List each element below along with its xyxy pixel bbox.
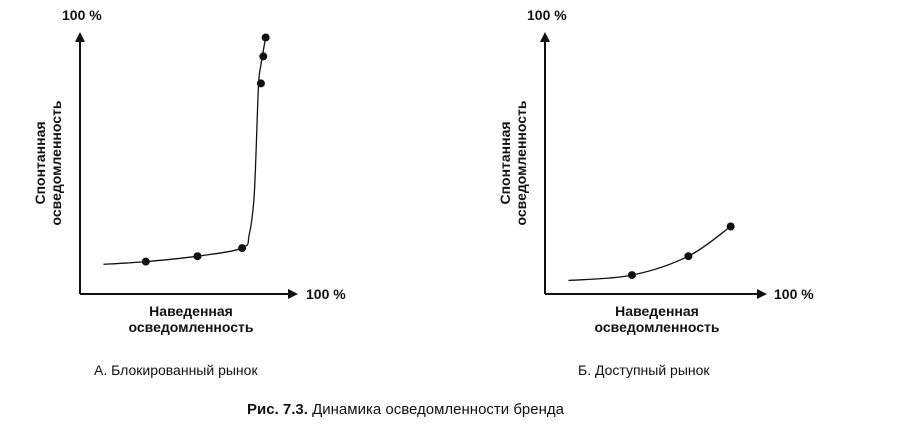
y-axis-label-line-2: осведомленность (513, 100, 529, 225)
data-points (627, 222, 735, 280)
data-point-2 (684, 252, 693, 261)
chart-blocked-market: 100 % 100 % Спонтанная осведомленность Н… (32, 7, 346, 378)
curve-series (568, 225, 731, 282)
y-max-label: 100 % (62, 7, 102, 23)
data-point-3 (238, 244, 247, 253)
chart-available-market: 100 % 100 % Спонтанная осведомленность Н… (497, 7, 814, 378)
chart-caption: А. Блокированный рынок (94, 362, 258, 378)
chart-caption: Б. Доступный рынок (578, 362, 710, 378)
data-point-2 (193, 252, 202, 261)
figure-caption: Рис. 7.3. Динамика осведомленности бренд… (247, 401, 565, 418)
x-axis-label-line-2: осведомленность (129, 319, 254, 335)
data-point-3 (726, 222, 735, 231)
data-point-4 (256, 79, 265, 88)
figure-caption-label: Рис. 7.3. (247, 401, 308, 418)
x-axis-label-line-1: Наведенная (149, 303, 233, 319)
x-max-label: 100 % (774, 286, 814, 302)
data-points (141, 33, 270, 266)
data-point-6 (261, 33, 270, 42)
data-point-5 (259, 52, 268, 61)
x-max-label: 100 % (306, 286, 346, 302)
curve-series (103, 37, 267, 265)
figure-caption-text: Динамика осведомленности бренда (308, 401, 565, 418)
data-point-1 (141, 257, 150, 266)
x-axis-label-line-1: Наведенная (615, 303, 699, 319)
data-point-1 (627, 271, 636, 280)
y-axis-label-line-1: Спонтанная (32, 121, 48, 204)
x-axis-label-line-2: осведомленность (595, 319, 720, 335)
y-axis-label-line-2: осведомленность (48, 100, 64, 225)
y-max-label: 100 % (527, 7, 567, 23)
y-axis-label-line-1: Спонтанная (497, 121, 513, 204)
